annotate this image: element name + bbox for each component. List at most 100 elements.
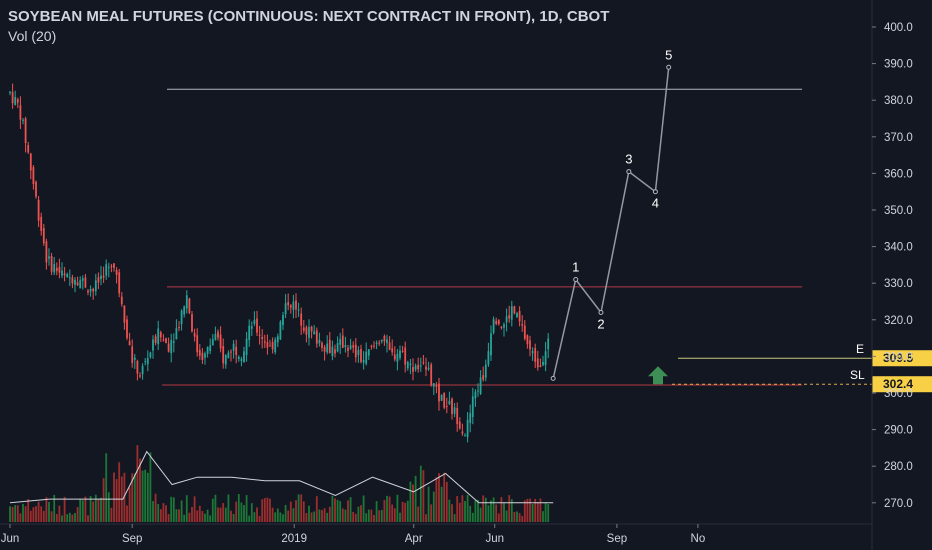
volume-bar [347, 500, 349, 522]
candle-body [89, 288, 92, 292]
volume-bar [365, 513, 368, 522]
y-tick-label: 290.0 [884, 425, 913, 437]
volume-bar [180, 500, 183, 522]
candle-body [531, 351, 534, 354]
candle-body [386, 339, 388, 344]
volume-bar [27, 498, 30, 522]
candle-body [107, 267, 110, 269]
candle-body [380, 339, 383, 342]
candle-body [391, 348, 394, 353]
volume-bar [206, 509, 209, 522]
candle-body [373, 345, 375, 347]
volume-bar [107, 492, 110, 522]
candle-body [227, 352, 230, 359]
volume-bar [321, 510, 323, 522]
candle-body [224, 355, 227, 365]
volume-bar [544, 502, 547, 522]
volume-bar [50, 511, 53, 522]
volume-bar [227, 494, 230, 522]
x-tick-label: No [691, 533, 706, 545]
volume-bar [248, 515, 251, 522]
volume-bar [419, 465, 422, 522]
candle-body [295, 300, 297, 310]
candle-body [37, 199, 40, 221]
candle-body [245, 338, 248, 356]
candle-body [456, 408, 459, 425]
candle-body [300, 313, 303, 326]
x-tick-label: Jun [1, 533, 20, 545]
candle-body [50, 255, 53, 272]
candle-body [235, 346, 238, 355]
volume-bar [357, 506, 360, 522]
volume-bar [373, 514, 375, 522]
candle-body [331, 346, 334, 357]
candles [9, 83, 550, 443]
candle-body [133, 357, 136, 360]
candle-body [157, 328, 160, 345]
volume-bar [224, 507, 227, 522]
candle-body [308, 326, 310, 338]
volume-bar [139, 458, 141, 522]
candle-body [453, 407, 456, 414]
volume-bar [308, 505, 310, 522]
volume-bar [503, 503, 505, 522]
volume-bar [113, 472, 115, 522]
candle-body [399, 350, 401, 358]
candle-body [328, 339, 331, 353]
candle-body [500, 326, 503, 328]
volume-bar [336, 499, 339, 522]
volume-bar [105, 453, 108, 522]
candle-body [271, 341, 274, 350]
candle-body [404, 347, 407, 365]
x-tick-label: Sep [122, 533, 142, 545]
candle-body [315, 330, 318, 344]
candle-body [279, 321, 282, 340]
candle-body [71, 277, 74, 284]
candle-body [185, 295, 188, 309]
volume-bar [193, 496, 196, 522]
candle-body [375, 342, 378, 344]
volume-bar [380, 510, 383, 522]
volume-bar [331, 495, 334, 522]
candle-body [172, 341, 175, 343]
candle-body [406, 361, 409, 369]
volume-bar [406, 500, 409, 522]
candle-body [339, 338, 342, 345]
candle-body [451, 398, 453, 415]
volume-bar [388, 496, 391, 522]
volume-bar [495, 504, 498, 522]
candle-body [102, 275, 105, 278]
horizontal-lines: E SL 309.5 302.4 [162, 88, 932, 393]
candle-body [513, 306, 516, 314]
candle-body [152, 339, 154, 351]
candle-body [76, 282, 79, 286]
candle-body [430, 364, 433, 386]
volume-bar [84, 496, 87, 522]
volume-bar [266, 497, 269, 522]
volume-bar [100, 497, 102, 522]
volume-bar [167, 514, 170, 522]
entry-label: E [856, 342, 864, 356]
candle-body [123, 305, 126, 323]
volume-label: Vol (20) [8, 28, 57, 44]
wave-projection-line [552, 67, 670, 379]
time-axis: Jun Sep 2019 Apr Jun Sep No [1, 524, 706, 545]
volume-bar [19, 513, 22, 522]
volume-bar [396, 494, 399, 522]
candle-body [201, 352, 204, 360]
y-tick-label: 400.0 [884, 22, 913, 34]
volume-bar [482, 495, 485, 522]
candle-body [211, 339, 214, 346]
candle-body [495, 320, 498, 324]
volume-bar [131, 473, 134, 522]
candle-body [48, 256, 50, 259]
candle-body [243, 351, 245, 362]
volume-bar [310, 512, 313, 522]
candle-body [419, 365, 422, 367]
y-tick-label: 320.0 [884, 315, 913, 327]
candle-body [94, 280, 97, 292]
candle-body [40, 216, 43, 231]
candle-body [24, 118, 27, 143]
candle-body [222, 346, 225, 364]
